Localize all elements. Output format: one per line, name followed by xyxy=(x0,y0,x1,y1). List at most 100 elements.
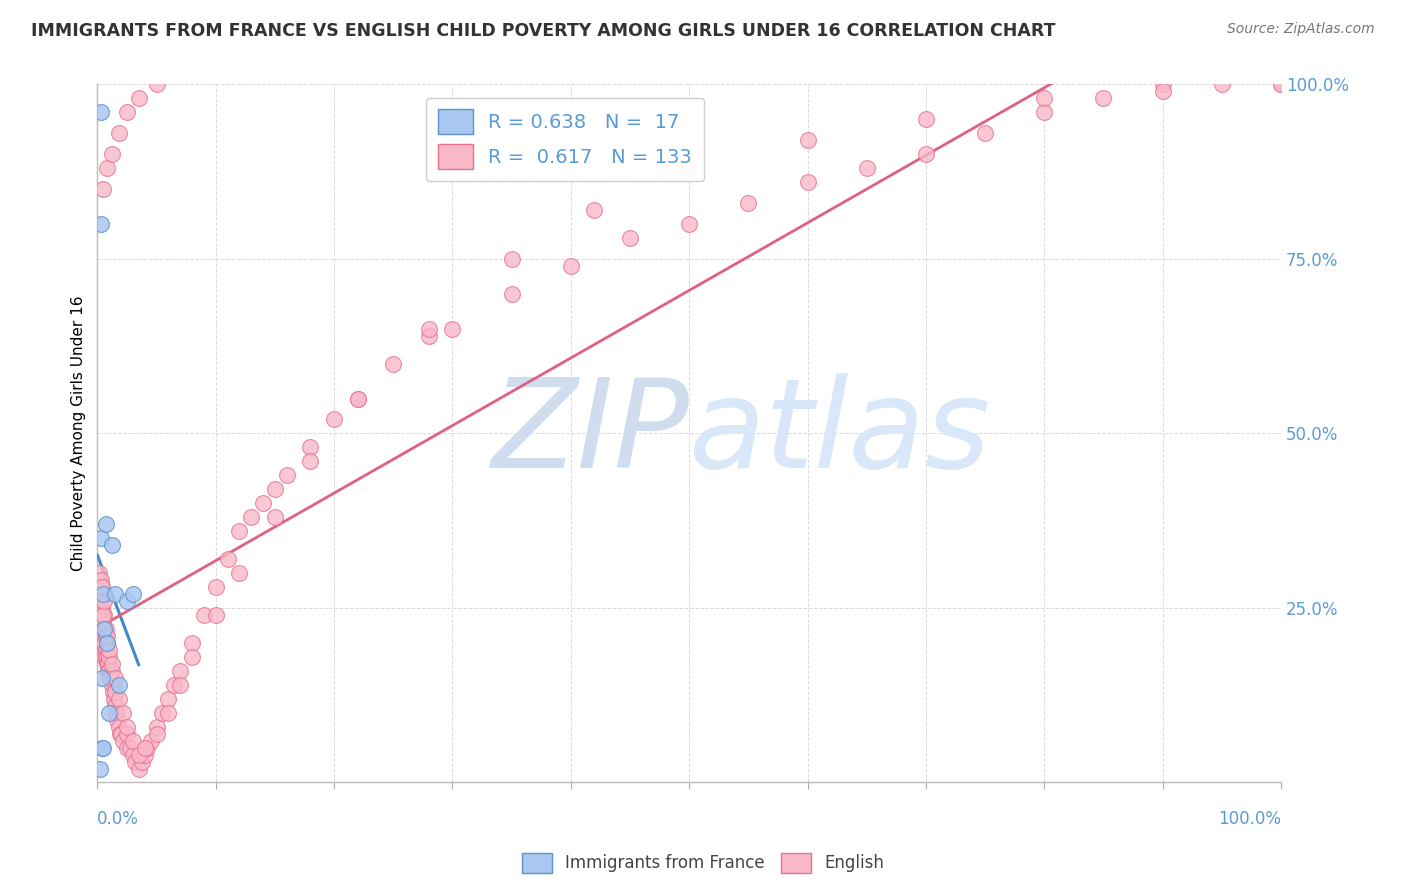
Y-axis label: Child Poverty Among Girls Under 16: Child Poverty Among Girls Under 16 xyxy=(72,296,86,571)
Point xyxy=(128,91,150,105)
Point xyxy=(1211,78,1233,92)
Point xyxy=(1152,84,1174,98)
Point xyxy=(121,747,143,762)
Point xyxy=(855,161,877,176)
Text: atlas: atlas xyxy=(689,373,991,494)
Point xyxy=(90,636,112,650)
Point xyxy=(91,615,114,629)
Point xyxy=(94,643,117,657)
Point xyxy=(240,510,263,524)
Point xyxy=(145,78,167,92)
Point xyxy=(87,580,110,594)
Point xyxy=(105,706,128,720)
Point xyxy=(157,706,180,720)
Point xyxy=(152,706,174,720)
Point xyxy=(90,587,112,601)
Point xyxy=(501,286,523,301)
Point xyxy=(217,552,239,566)
Point xyxy=(145,726,167,740)
Point xyxy=(915,147,938,161)
Point xyxy=(91,580,114,594)
Point xyxy=(98,706,121,720)
Point xyxy=(93,649,115,664)
Point xyxy=(98,664,121,678)
Point xyxy=(90,531,112,545)
Point xyxy=(121,733,143,747)
Point xyxy=(91,671,114,685)
Point xyxy=(136,740,159,755)
Point xyxy=(101,684,124,698)
Point xyxy=(91,622,114,636)
Point xyxy=(264,483,287,497)
Point xyxy=(115,105,138,120)
Point xyxy=(157,691,180,706)
Point xyxy=(108,726,131,740)
Point xyxy=(1092,91,1115,105)
Point xyxy=(91,622,114,636)
Point xyxy=(107,126,129,140)
Point xyxy=(97,657,120,671)
Point xyxy=(93,622,115,636)
Point xyxy=(323,412,346,426)
Point xyxy=(228,524,250,538)
Point xyxy=(441,322,464,336)
Point xyxy=(131,755,153,769)
Text: 100.0%: 100.0% xyxy=(1218,811,1281,829)
Point xyxy=(104,671,127,685)
Point xyxy=(91,594,114,608)
Point xyxy=(796,133,818,147)
Point xyxy=(276,468,298,483)
Point xyxy=(100,678,122,692)
Point xyxy=(93,594,115,608)
Point xyxy=(90,601,112,615)
Point xyxy=(100,147,122,161)
Point xyxy=(90,622,112,636)
Point xyxy=(169,664,191,678)
Point xyxy=(107,678,129,692)
Point xyxy=(104,684,127,698)
Point xyxy=(91,629,114,643)
Point xyxy=(107,691,129,706)
Point xyxy=(89,601,111,615)
Point xyxy=(737,196,759,211)
Point xyxy=(98,649,121,664)
Point xyxy=(90,217,112,231)
Point xyxy=(418,328,440,343)
Point xyxy=(96,649,118,664)
Point xyxy=(91,601,114,615)
Point xyxy=(98,643,121,657)
Point xyxy=(110,726,132,740)
Point xyxy=(346,392,368,406)
Point xyxy=(1270,78,1292,92)
Point xyxy=(193,607,215,622)
Point xyxy=(98,671,121,685)
Point xyxy=(100,657,122,671)
Point xyxy=(619,231,641,245)
Point xyxy=(90,607,112,622)
Point xyxy=(115,594,138,608)
Point xyxy=(252,496,274,510)
Point xyxy=(299,454,322,468)
Point xyxy=(124,755,146,769)
Point xyxy=(128,762,150,776)
Point xyxy=(1152,78,1174,92)
Point xyxy=(169,678,191,692)
Point xyxy=(915,112,938,127)
Point xyxy=(560,259,582,273)
Point xyxy=(90,105,112,120)
Point xyxy=(107,720,129,734)
Point xyxy=(112,706,135,720)
Point xyxy=(204,580,226,594)
Point xyxy=(382,357,405,371)
Point xyxy=(96,629,118,643)
Point xyxy=(94,517,117,532)
Point xyxy=(128,747,150,762)
Point xyxy=(91,636,114,650)
Point xyxy=(678,161,700,176)
Point xyxy=(299,441,322,455)
Point xyxy=(501,252,523,266)
Point xyxy=(115,720,138,734)
Point xyxy=(107,713,129,727)
Point xyxy=(87,587,110,601)
Point xyxy=(1033,105,1056,120)
